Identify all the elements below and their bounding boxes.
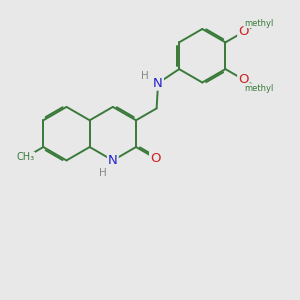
Text: O: O [238,73,249,86]
Text: CH₃: CH₃ [16,152,34,162]
Text: H: H [100,168,107,178]
Text: O: O [238,26,249,38]
Text: N: N [108,154,118,167]
Text: H: H [141,71,148,81]
Text: methyl: methyl [244,84,274,93]
Text: methyl: methyl [244,19,274,28]
Text: N: N [153,76,163,90]
Text: O: O [150,152,160,165]
